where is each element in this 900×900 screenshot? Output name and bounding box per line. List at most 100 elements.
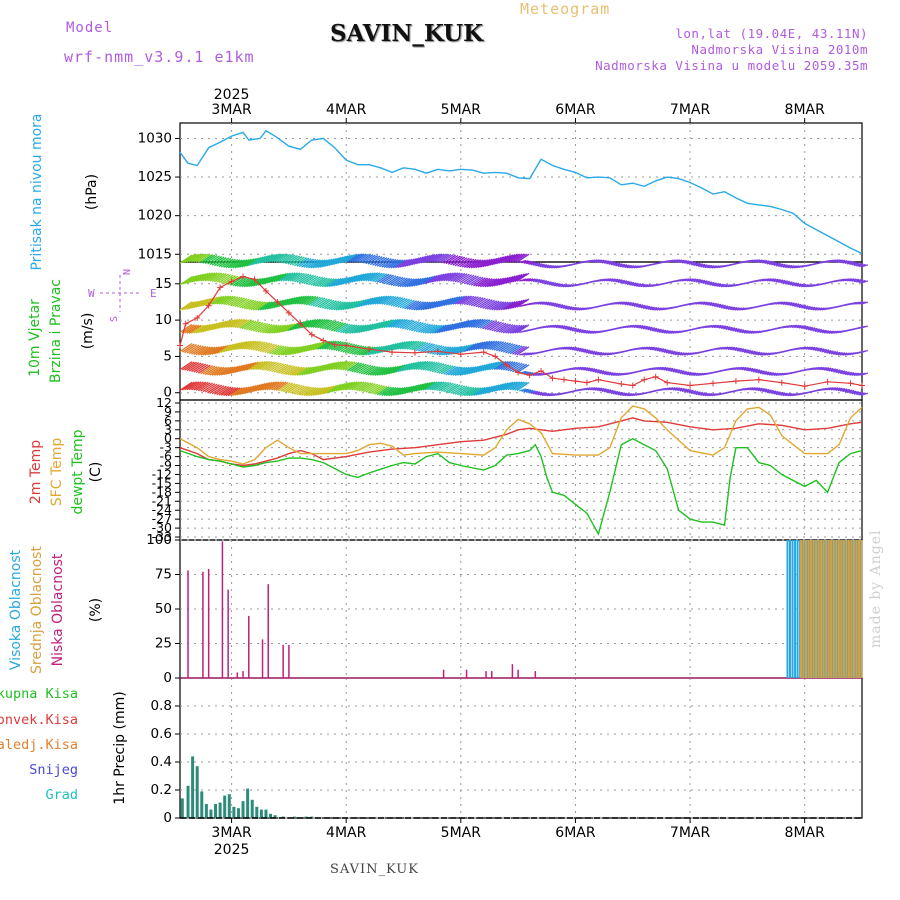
y-tick-label: -24 <box>152 502 172 517</box>
y-tick-label: 6 <box>164 413 172 428</box>
wind-barb <box>181 381 195 391</box>
wind-speed-marker <box>629 382 636 389</box>
wind-barb <box>482 278 495 288</box>
wind-barb <box>376 273 390 283</box>
wind-barb <box>723 326 731 330</box>
wind-barb <box>342 324 356 334</box>
wind-barb <box>188 274 202 284</box>
wind-barb <box>411 383 424 393</box>
wind-barb <box>592 369 600 373</box>
wind-barb <box>408 361 422 371</box>
wind-barb <box>285 255 298 265</box>
wind-barb <box>179 276 193 286</box>
wind-barb <box>491 341 505 351</box>
wind-barb <box>408 300 422 311</box>
wind-barb <box>505 324 518 334</box>
wind-barb <box>342 361 356 371</box>
wind-barb <box>782 264 791 268</box>
wind-barb <box>768 261 777 265</box>
wind-barb <box>191 345 204 355</box>
wind-barb <box>402 385 415 395</box>
wind-barb <box>262 301 275 311</box>
wind-barb <box>461 274 475 284</box>
wind-barb <box>752 387 761 391</box>
wind-barb <box>606 389 614 394</box>
wind-barb <box>310 297 324 307</box>
y-tick-label: 0.2 <box>151 782 172 798</box>
wind-barb <box>764 371 772 376</box>
wind-barb <box>218 295 232 305</box>
wind-barb <box>285 272 298 282</box>
wind-barb <box>275 253 289 263</box>
wind-barb <box>424 361 438 371</box>
wind-barb <box>766 278 775 282</box>
wind-barb <box>727 306 736 310</box>
wind-barb <box>463 318 477 329</box>
wind-barb <box>319 278 333 288</box>
wind-barb <box>856 279 864 283</box>
wind-barb <box>340 323 353 334</box>
wind-barb <box>837 370 846 374</box>
wind-barb <box>647 306 655 310</box>
wind-barb <box>704 264 713 269</box>
wind-barb <box>330 341 344 351</box>
wind-barb <box>473 259 486 269</box>
station-title: SAVIN_KUK <box>330 20 484 47</box>
wind-barb <box>388 387 401 397</box>
wind-barb <box>374 295 388 305</box>
wind-barb <box>207 366 220 376</box>
wind-barb <box>321 258 335 268</box>
wind-barb <box>225 365 239 375</box>
wind-barb <box>778 392 786 396</box>
wind-barb <box>755 369 763 374</box>
wind-barb <box>218 258 232 268</box>
wind-barb <box>507 300 521 310</box>
wind-barb <box>860 392 869 396</box>
wind-barb <box>468 296 482 306</box>
wind-barb <box>652 307 660 311</box>
wind-barb <box>537 301 545 305</box>
wind-barb <box>225 387 239 397</box>
wind-barb <box>498 381 512 392</box>
wind-barb <box>282 323 296 333</box>
wind-barb <box>509 273 523 283</box>
wind-barb <box>495 323 509 333</box>
wind-barb <box>500 381 514 391</box>
wind-barb <box>314 340 328 351</box>
wind-barb <box>713 303 722 307</box>
wind-barb <box>445 383 459 393</box>
wind-barb <box>296 386 310 396</box>
wind-barb <box>833 387 841 391</box>
wind-barb <box>188 362 202 372</box>
wind-barb <box>720 284 729 288</box>
wind-barb <box>450 384 463 394</box>
wind-barb <box>264 361 278 371</box>
x-tick-label-bottom: 3MAR <box>211 825 252 841</box>
wind-barb <box>397 277 411 287</box>
wind-barb <box>466 259 479 269</box>
wind-barb <box>379 366 392 376</box>
wind-barb <box>794 283 802 287</box>
wind-barb <box>477 277 491 287</box>
wind-barb <box>328 278 342 288</box>
wind-barb <box>402 278 415 288</box>
wind-speed-marker <box>194 314 201 321</box>
wind-barb <box>317 298 330 308</box>
wind-barb <box>395 363 408 373</box>
wind-barb <box>709 324 717 328</box>
wind-barb <box>736 329 745 333</box>
x-tick-label-bottom: 5MAR <box>441 825 482 841</box>
wind-barb <box>734 328 742 333</box>
wind-barb <box>610 372 619 376</box>
wind-barb <box>326 321 340 331</box>
wind-barb <box>241 385 255 395</box>
wind-barb <box>732 307 740 311</box>
wind-barb <box>658 366 667 371</box>
y-tick-label: -27 <box>152 511 172 526</box>
wind-barb <box>356 324 369 334</box>
wind-barb <box>613 278 621 283</box>
wind-barb <box>252 255 266 265</box>
wind-barb <box>713 324 722 329</box>
wind-barb <box>782 301 791 305</box>
wind-barb <box>849 261 857 266</box>
